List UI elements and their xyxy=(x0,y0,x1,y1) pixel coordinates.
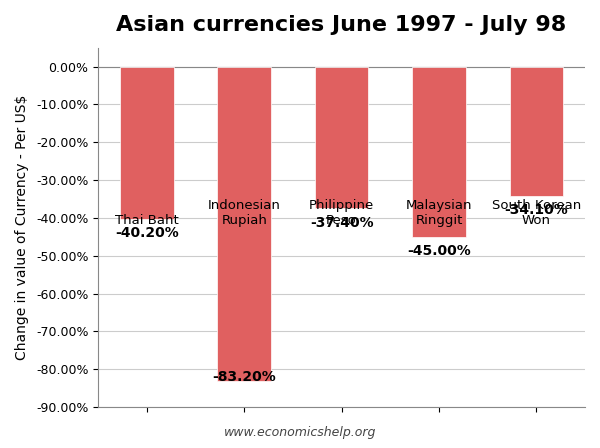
Bar xyxy=(412,67,466,237)
Bar xyxy=(509,67,563,196)
Y-axis label: Change in value of Currency - Per US$: Change in value of Currency - Per US$ xyxy=(15,95,29,360)
Text: Philippine
Peso: Philippine Peso xyxy=(309,199,374,228)
Text: -83.20%: -83.20% xyxy=(212,370,276,384)
Text: South Korean
Won: South Korean Won xyxy=(491,199,581,228)
Bar xyxy=(315,67,368,208)
Bar xyxy=(120,67,173,219)
Title: Asian currencies June 1997 - July 98: Asian currencies June 1997 - July 98 xyxy=(116,15,567,35)
Text: www.economicshelp.org: www.economicshelp.org xyxy=(224,426,376,439)
Text: Malaysian
Ringgit: Malaysian Ringgit xyxy=(406,199,472,228)
Text: -37.40%: -37.40% xyxy=(310,215,373,230)
Bar xyxy=(217,67,271,381)
Text: -34.10%: -34.10% xyxy=(505,203,568,217)
Text: -40.20%: -40.20% xyxy=(115,226,179,240)
Text: -45.00%: -45.00% xyxy=(407,245,471,258)
Text: Thai Baht: Thai Baht xyxy=(115,215,179,228)
Text: Indonesian
Rupiah: Indonesian Rupiah xyxy=(208,199,281,228)
